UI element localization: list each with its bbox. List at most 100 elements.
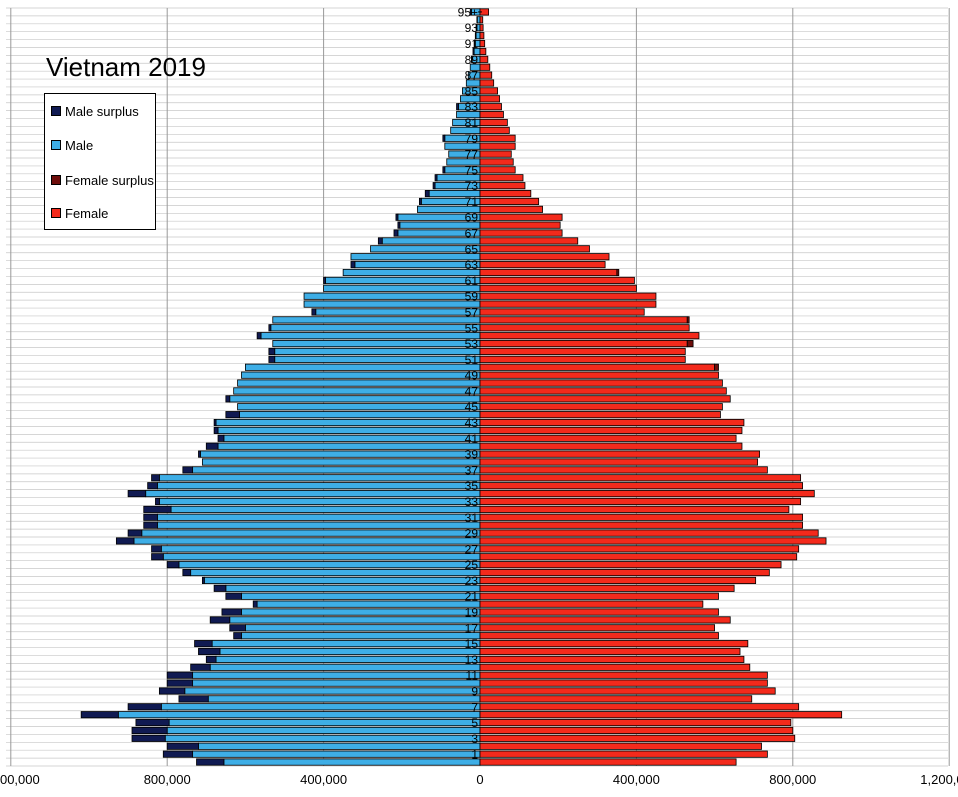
bar-female-age-30 [480,522,803,528]
bar-male-surplus-age-13 [206,656,216,662]
age-label-45: 45 [465,400,479,414]
age-label-9: 9 [471,684,478,698]
age-label-43: 43 [465,416,479,430]
bar-male-age-31 [157,514,480,520]
bar-male-surplus-age-74 [435,175,437,181]
bar-female-age-13 [480,656,744,662]
age-label-23: 23 [465,574,479,588]
bar-male-surplus-age-18 [210,617,230,623]
bar-male-surplus-age-23 [202,577,204,583]
bar-female-age-58 [480,301,656,307]
bar-male-surplus-age-34 [128,490,146,496]
bar-male-age-0 [224,759,480,765]
bar-male-age-53 [273,340,480,346]
bar-female-age-28 [480,538,826,544]
bar-male-age-33 [159,498,480,504]
bar-male-age-3 [165,735,480,741]
age-label-33: 33 [465,495,479,509]
bar-male-surplus-age-39 [198,451,200,457]
bar-female-age-60 [480,285,636,291]
age-label-7: 7 [471,700,478,714]
bar-male-surplus-age-0 [197,759,224,765]
bar-female-age-14 [480,648,740,654]
bar-female-age-67 [480,230,562,236]
bar-male-age-61 [326,277,480,283]
bar-female-age-84 [480,96,500,102]
bar-male-surplus-age-6 [81,712,118,718]
legend-swatch-female-surplus [51,175,61,185]
bar-male-surplus-age-83 [457,104,459,110]
age-label-39: 39 [465,448,479,462]
bar-male-surplus-age-30 [144,522,158,528]
bar-female-surplus-age-50 [715,364,719,370]
bar-female-age-48 [480,380,722,386]
legend-label-female-surplus: Female surplus [65,173,154,188]
age-label-89: 89 [465,53,479,67]
age-label-79: 79 [465,132,479,146]
bar-male-surplus-age-11 [167,672,192,678]
age-label-17: 17 [465,621,479,635]
bar-male-surplus-age-66 [378,238,382,244]
legend-swatch-male-surplus [51,106,61,116]
bar-male-age-8 [208,696,480,702]
age-label-25: 25 [465,558,479,572]
bar-male-age-15 [212,640,480,646]
bar-male-surplus-age-15 [195,640,213,646]
bar-male-surplus-age-44 [226,411,240,417]
bar-female-age-55 [480,325,689,331]
bar-female-age-22 [480,585,734,591]
bar-female-surplus-age-62 [617,269,619,275]
bar-male-age-10 [193,680,480,686]
bar-male-age-58 [304,301,480,307]
bar-male-surplus-age-33 [155,498,159,504]
bar-male-surplus-age-67 [394,230,398,236]
bar-male-age-29 [142,530,480,536]
legend-label-male-surplus: Male surplus [65,104,139,119]
bar-female-age-75 [480,167,515,173]
bar-male-age-20 [257,601,480,607]
bar-male-age-24 [191,569,480,575]
bar-male-age-26 [163,554,480,560]
bar-female-age-1 [480,751,767,757]
bar-male-age-54 [261,333,480,339]
bar-female-surplus-age-53 [687,340,693,346]
bar-female-age-73 [480,183,525,189]
bar-male-age-50 [245,364,480,370]
bar-male-age-60 [324,285,480,291]
age-label-95: 95+ [458,5,478,19]
bar-male-age-7 [161,704,480,710]
age-label-69: 69 [465,211,479,225]
bar-male-surplus-age-29 [128,530,142,536]
bar-female-surplus-age-56 [687,317,689,323]
x-tick-label: 1,200,000 [920,772,958,787]
bar-male-age-42 [218,427,480,433]
bar-male-age-30 [157,522,480,528]
bar-female-age-47 [480,388,726,394]
bar-male-surplus-age-54 [257,333,261,339]
bar-male-surplus-age-10 [167,680,192,686]
bar-male-age-39 [200,451,480,457]
bar-female-age-77 [480,151,511,157]
bar-female-age-65 [480,246,589,252]
bar-female-age-56 [480,317,687,323]
age-label-85: 85 [465,84,479,98]
bar-male-age-49 [241,372,480,378]
bar-male-age-14 [220,648,480,654]
age-label-55: 55 [465,321,479,335]
age-label-77: 77 [465,148,479,162]
legend-label-female: Female [65,206,108,221]
bar-female-age-51 [480,356,685,362]
bar-female-age-41 [480,435,736,441]
bar-female-age-33 [480,498,801,504]
legend-item-male: Male [51,135,93,155]
bar-female-age-89 [480,56,488,62]
bar-female-age-79 [480,135,515,141]
legend-swatch-male [51,140,61,150]
age-label-59: 59 [465,290,479,304]
bar-male-surplus-age-73 [433,183,435,189]
bar-male-age-19 [241,609,480,615]
bar-female-age-9 [480,688,775,694]
bar-female-age-71 [480,198,539,204]
bar-female-age-11 [480,672,767,678]
bar-female-age-25 [480,562,781,568]
